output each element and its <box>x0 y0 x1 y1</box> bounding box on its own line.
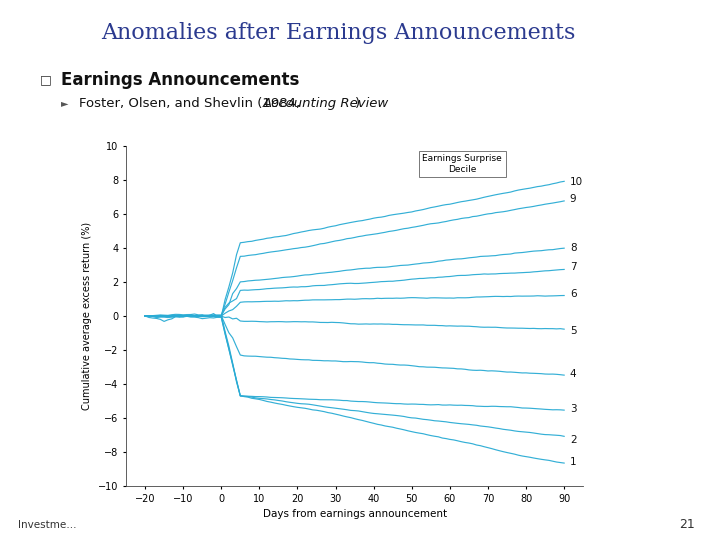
Text: 5: 5 <box>570 326 577 336</box>
X-axis label: Days from earnings announcement: Days from earnings announcement <box>263 509 446 519</box>
Text: Earnings Surprise
Decile: Earnings Surprise Decile <box>422 154 502 174</box>
Text: 21: 21 <box>679 518 695 531</box>
Text: 4: 4 <box>570 369 577 379</box>
Text: Investme…: Investme… <box>18 520 76 530</box>
Text: □: □ <box>40 73 51 86</box>
Text: 3: 3 <box>570 404 577 415</box>
Text: 8: 8 <box>570 243 577 253</box>
Text: ): ) <box>355 97 360 110</box>
Text: Foster, Olsen, and Shevlin (1984,: Foster, Olsen, and Shevlin (1984, <box>79 97 305 110</box>
Text: ►: ► <box>61 98 68 109</box>
Text: 10: 10 <box>570 177 583 186</box>
Text: Earnings Announcements: Earnings Announcements <box>61 71 300 89</box>
Text: Accounting Review: Accounting Review <box>263 97 389 110</box>
Text: 9: 9 <box>570 193 577 204</box>
Text: Anomalies after Earnings Announcements: Anomalies after Earnings Announcements <box>101 22 575 44</box>
Text: 1: 1 <box>570 457 577 467</box>
Text: 2: 2 <box>570 435 577 445</box>
Y-axis label: Cumulative average excess return (%): Cumulative average excess return (%) <box>82 222 92 410</box>
Text: 7: 7 <box>570 261 577 272</box>
Text: 6: 6 <box>570 289 577 299</box>
